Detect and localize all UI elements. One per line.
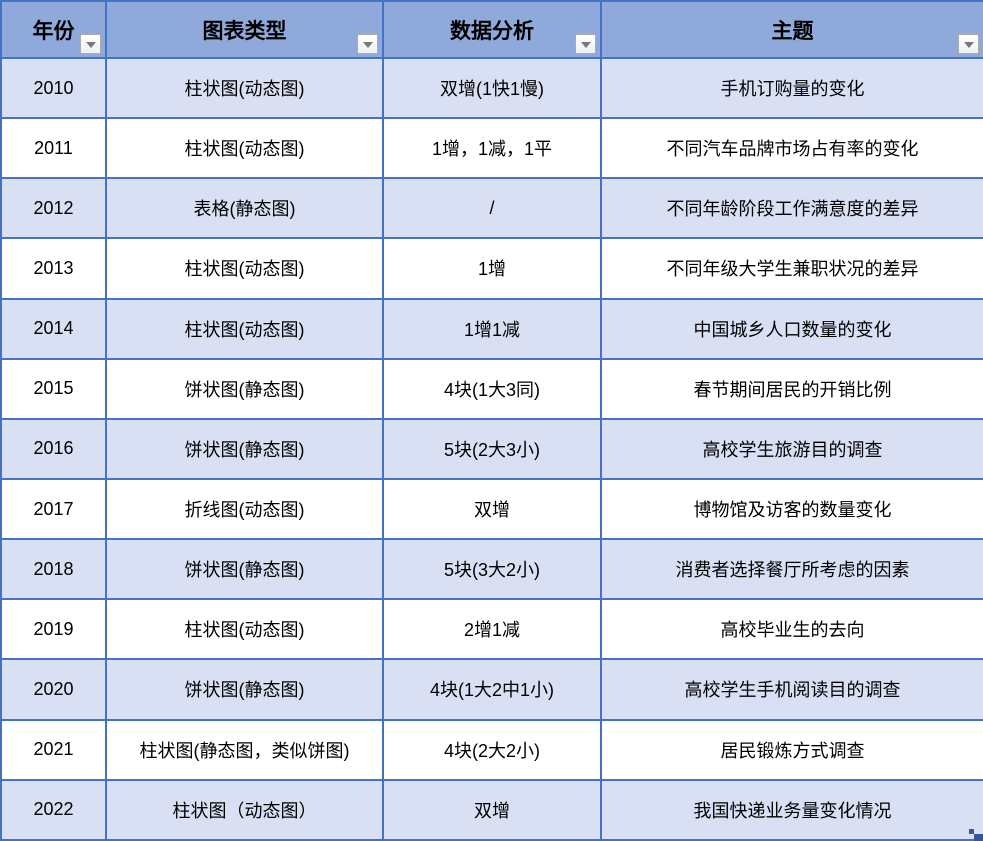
topic-cell[interactable]: 手机订购量的变化 [600, 56, 983, 120]
topic-cell[interactable]: 高校学生手机阅读目的调查 [600, 658, 983, 721]
chart-type-cell[interactable]: 饼状图(静态图) [105, 357, 384, 420]
analysis-cell[interactable]: 双增 [382, 778, 602, 841]
table-row: 2012 表格(静态图) / 不同年龄阶段工作满意度的差异 [0, 177, 983, 240]
table-row: 2022 柱状图（动态图） 双增 我国快递业务量变化情况 [0, 778, 983, 841]
analysis-cell[interactable]: 1增，1减，1平 [382, 117, 602, 180]
table-row: 2011 柱状图(动态图) 1增，1减，1平 不同汽车品牌市场占有率的变化 [0, 117, 983, 180]
year-cell[interactable]: 2020 [0, 658, 107, 721]
filter-dropdown-button[interactable] [575, 34, 596, 54]
analysis-cell[interactable]: 双增 [382, 477, 602, 541]
topic-cell[interactable]: 不同汽车品牌市场占有率的变化 [600, 117, 983, 180]
column-header-label: 数据分析 [450, 19, 534, 43]
table-body: 2010 柱状图(动态图) 双增(1快1慢) 手机订购量的变化 2011 柱状图(动态图)… [0, 56, 983, 841]
column-header-analysis[interactable]: 数据分析 [382, 0, 602, 59]
analysis-cell[interactable]: 5块(3大2小) [382, 538, 602, 601]
topic-cell[interactable]: 高校学生旅游目的调查 [600, 417, 983, 480]
topic-cell[interactable]: 春节期间居民的开销比例 [600, 357, 983, 420]
chevron-down-icon [362, 42, 373, 48]
table-row: 2021 柱状图(静态图，类似饼图) 4块(2大2小) 居民锻炼方式调查 [0, 718, 983, 781]
table-row: 2020 饼状图(静态图) 4块(1大2中1小) 高校学生手机阅读目的调查 [0, 658, 983, 721]
analysis-cell[interactable]: 4块(1大3同) [382, 357, 602, 420]
year-cell[interactable]: 2019 [0, 598, 107, 661]
analysis-cell[interactable]: 5块(2大3小) [382, 417, 602, 480]
table-row: 2019 柱状图(动态图) 2增1减 高校毕业生的去向 [0, 598, 983, 661]
analysis-cell[interactable]: 2增1减 [382, 598, 602, 661]
chart-type-cell[interactable]: 柱状图(静态图，类似饼图) [105, 718, 384, 781]
chart-type-cell[interactable]: 柱状图(动态图) [105, 237, 384, 300]
chart-type-cell[interactable]: 饼状图(静态图) [105, 658, 384, 721]
resize-handle-corner [974, 834, 983, 841]
topic-cell[interactable]: 不同年级大学生兼职状况的差异 [600, 237, 983, 300]
topic-cell[interactable]: 消费者选择餐厅所考虑的因素 [600, 538, 983, 601]
analysis-cell[interactable]: / [382, 177, 602, 240]
year-cell[interactable]: 2018 [0, 538, 107, 601]
chart-type-cell[interactable]: 饼状图(静态图) [105, 538, 384, 601]
year-cell[interactable]: 2010 [0, 56, 107, 120]
chart-type-cell[interactable]: 表格(静态图) [105, 177, 384, 240]
chart-type-cell[interactable]: 柱状图(动态图) [105, 117, 384, 180]
table-row: 2014 柱状图(动态图) 1增1减 中国城乡人口数量的变化 [0, 297, 983, 360]
year-cell[interactable]: 2017 [0, 477, 107, 541]
topic-cell[interactable]: 博物馆及访客的数量变化 [600, 477, 983, 541]
resize-handle-step [969, 829, 974, 834]
year-cell[interactable]: 2013 [0, 237, 107, 300]
chart-type-cell[interactable]: 柱状图(动态图) [105, 56, 384, 120]
column-header-topic[interactable]: 主题 [600, 0, 983, 59]
chart-type-cell[interactable]: 柱状图（动态图） [105, 778, 384, 841]
table-row: 2017 折线图(动态图) 双增 博物馆及访客的数量变化 [0, 477, 983, 541]
analysis-cell[interactable]: 1增1减 [382, 297, 602, 360]
year-cell[interactable]: 2012 [0, 177, 107, 240]
filter-dropdown-button[interactable] [958, 34, 979, 54]
topic-cell[interactable]: 居民锻炼方式调查 [600, 718, 983, 781]
table-row: 2015 饼状图(静态图) 4块(1大3同) 春节期间居民的开销比例 [0, 357, 983, 420]
table-row: 2016 饼状图(静态图) 5块(2大3小) 高校学生旅游目的调查 [0, 417, 983, 480]
year-cell[interactable]: 2021 [0, 718, 107, 781]
column-header-label: 主题 [771, 19, 814, 43]
column-header-label: 图表类型 [202, 19, 287, 43]
topic-cell[interactable]: 不同年龄阶段工作满意度的差异 [600, 177, 983, 240]
year-cell[interactable]: 2014 [0, 297, 107, 360]
column-header-year[interactable]: 年份 [0, 0, 107, 59]
topic-cell[interactable]: 高校毕业生的去向 [600, 598, 983, 661]
filter-dropdown-button[interactable] [357, 34, 378, 54]
chevron-down-icon [963, 42, 974, 48]
chart-type-cell[interactable]: 柱状图(动态图) [105, 598, 384, 661]
table-resize-handle[interactable] [967, 827, 983, 841]
year-cell[interactable]: 2022 [0, 778, 107, 841]
chevron-down-icon [580, 42, 591, 48]
table-row: 2013 柱状图(动态图) 1增 不同年级大学生兼职状况的差异 [0, 237, 983, 300]
table-row: 2018 饼状图(静态图) 5块(3大2小) 消费者选择餐厅所考虑的因素 [0, 538, 983, 601]
analysis-cell[interactable]: 4块(1大2中1小) [382, 658, 602, 721]
topic-cell[interactable]: 我国快递业务量变化情况 [600, 778, 983, 841]
topic-cell[interactable]: 中国城乡人口数量的变化 [600, 297, 983, 360]
filter-dropdown-button[interactable] [80, 34, 101, 54]
header-row: 年份 图表类型 数据分析 主题 [0, 0, 983, 59]
year-cell[interactable]: 2015 [0, 357, 107, 420]
year-cell[interactable]: 2011 [0, 117, 107, 180]
table-header: 年份 图表类型 数据分析 主题 [0, 0, 983, 59]
analysis-cell[interactable]: 4块(2大2小) [382, 718, 602, 781]
chart-type-cell[interactable]: 饼状图(静态图) [105, 417, 384, 480]
chart-type-cell[interactable]: 折线图(动态图) [105, 477, 384, 541]
year-cell[interactable]: 2016 [0, 417, 107, 480]
analysis-cell[interactable]: 双增(1快1慢) [382, 56, 602, 120]
column-header-label: 年份 [32, 19, 75, 43]
chevron-down-icon [85, 42, 96, 48]
chart-type-cell[interactable]: 柱状图(动态图) [105, 297, 384, 360]
analysis-cell[interactable]: 1增 [382, 237, 602, 300]
table-row: 2010 柱状图(动态图) 双增(1快1慢) 手机订购量的变化 [0, 56, 983, 120]
column-header-chart-type[interactable]: 图表类型 [105, 0, 384, 59]
